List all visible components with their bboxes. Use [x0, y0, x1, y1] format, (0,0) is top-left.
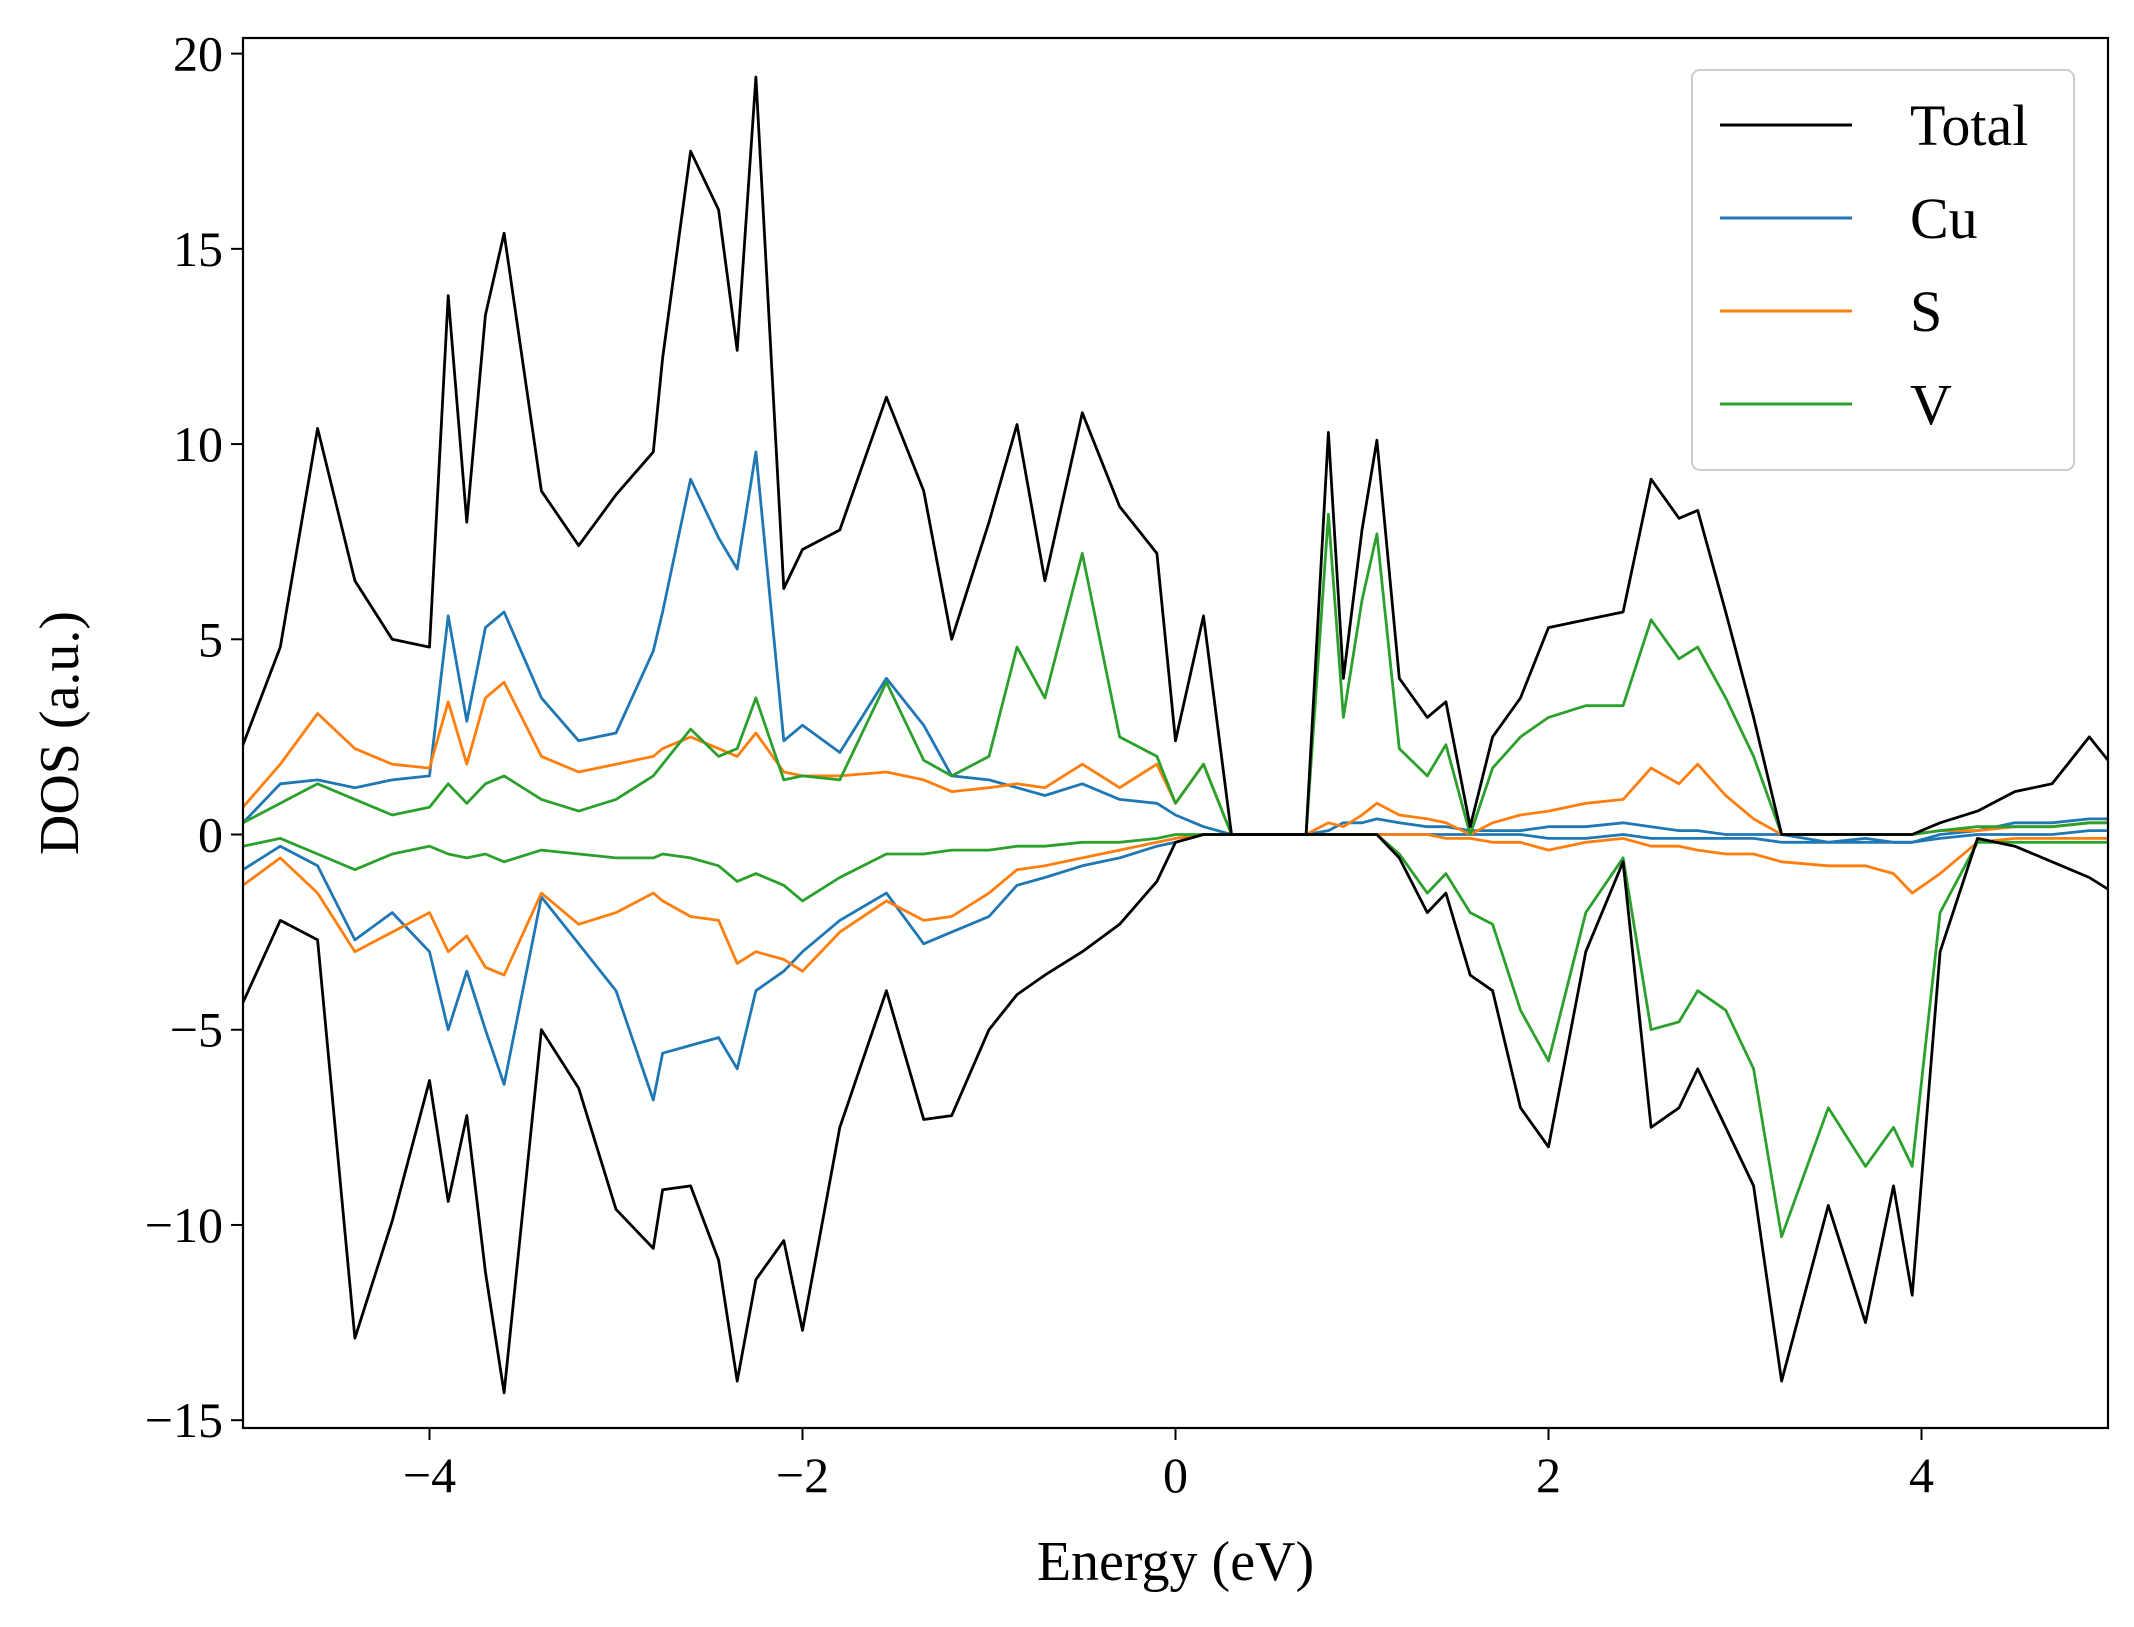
y-tick-label: −10 [145, 1197, 223, 1253]
series-cu-up-line [241, 450, 2108, 844]
y-tick-label: 5 [198, 611, 223, 667]
y-tick-label: 0 [198, 807, 223, 863]
series-total-up-line [241, 75, 2110, 836]
y-tick-label: 10 [173, 416, 223, 472]
legend: Total Cu SV [1691, 69, 2075, 471]
x-axis-label: Energy (eV) [1037, 1531, 1314, 1593]
legend-box [1691, 69, 2075, 471]
series-layer [241, 75, 2110, 1395]
ticks-layer: −4 −2 0 2 4 20 15 10 5 0 −5 −10 −15 [145, 26, 1934, 1503]
legend-label-total: Total [1910, 93, 2028, 158]
series-total-down-line [241, 833, 2109, 1395]
x-tick-label: −2 [776, 1447, 829, 1503]
y-tick-label: −5 [170, 1002, 223, 1058]
y-axis-label: DOS (a.u.) [29, 611, 91, 855]
x-tick-label: −4 [403, 1447, 456, 1503]
legend-label-cu: Cu [1910, 186, 1978, 251]
legend-label-v: V [1910, 372, 1952, 437]
x-tick-label: 0 [1163, 1447, 1188, 1503]
legend-label-s: S [1910, 279, 1942, 344]
y-tick-label: 15 [173, 221, 223, 277]
y-tick-label: −15 [145, 1392, 223, 1448]
y-tick-label: 20 [173, 26, 223, 82]
x-tick-label: 2 [1536, 1447, 1561, 1503]
x-tick-label: 4 [1909, 1447, 1934, 1503]
series-v-up-line [242, 512, 2108, 836]
